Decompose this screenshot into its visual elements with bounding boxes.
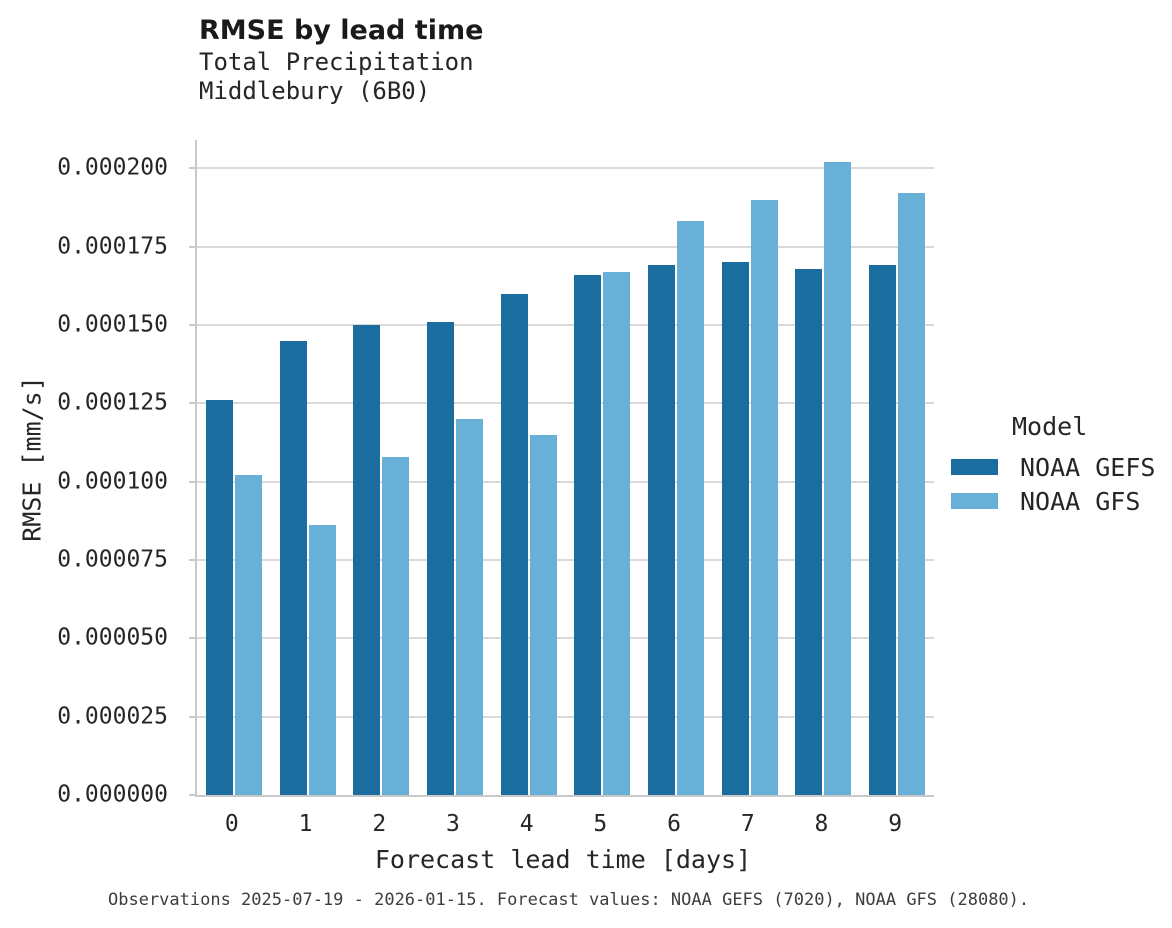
chart-subtitle-variable: Total Precipitation [199, 48, 474, 76]
y-tick-mark [189, 167, 195, 170]
y-tick-label: 0.000075 [57, 546, 168, 573]
x-tick-label-3: 3 [446, 811, 460, 837]
title-block: RMSE by lead time Total Precipitation Mi… [199, 14, 483, 106]
bar-gfs-lead-3 [455, 418, 483, 795]
bar-gefs-lead-6 [648, 265, 676, 795]
legend: Model NOAA GEFS NOAA GFS [951, 412, 1155, 518]
gefs-color-swatch [951, 459, 998, 475]
bar-gfs-lead-2 [382, 456, 410, 795]
y-tick-mark [189, 794, 195, 796]
bar-gfs-lead-9 [898, 193, 926, 795]
bar-gefs-lead-1 [279, 340, 307, 795]
x-tick-label-2: 2 [372, 811, 387, 837]
y-tick-mark [189, 402, 195, 405]
plot-area [195, 140, 934, 797]
x-tick-label-6: 6 [667, 811, 681, 837]
gridline [197, 637, 934, 640]
y-tick-mark [189, 245, 195, 248]
bar-gefs-lead-2 [353, 324, 381, 795]
y-tick-label: 0.000175 [57, 233, 168, 260]
y-tick-mark [189, 558, 195, 561]
gridline [197, 245, 934, 248]
bar-gefs-lead-0 [205, 400, 233, 795]
bar-gefs-lead-7 [721, 262, 749, 795]
x-tick-label-8: 8 [814, 811, 829, 837]
bar-gefs-lead-3 [426, 321, 454, 795]
y-tick-label: 0.000050 [57, 624, 168, 651]
x-tick-label-4: 4 [519, 811, 534, 837]
bar-gfs-lead-4 [529, 434, 557, 795]
x-axis-title: Forecast lead time [days] [374, 845, 752, 874]
bar-gefs-lead-8 [795, 268, 823, 795]
gridline [197, 715, 934, 718]
bar-gfs-lead-1 [308, 525, 336, 795]
bar-gfs-lead-7 [750, 199, 778, 795]
y-tick-label: 0.000000 [57, 781, 168, 808]
chart-title: RMSE by lead time [199, 15, 484, 46]
y-tick-label: 0.000125 [57, 389, 168, 416]
y-tick-mark [189, 323, 195, 326]
x-tick-label-5: 5 [593, 811, 608, 837]
y-tick-mark [189, 637, 195, 640]
caption: Observations 2025-07-19 - 2026-01-15. Fo… [108, 890, 1030, 910]
chart-subtitle-station: Middlebury (6B0) [199, 77, 431, 105]
y-tick-label: 0.000150 [57, 311, 168, 338]
gridline [197, 480, 934, 483]
x-tick-label-7: 7 [740, 811, 755, 837]
y-tick-label: 0.000025 [57, 703, 168, 730]
bar-gfs-lead-0 [234, 475, 262, 795]
y-tick-mark [189, 480, 195, 483]
gridline [197, 323, 934, 326]
y-tick-label: 0.000100 [57, 468, 168, 495]
gridline [197, 402, 934, 405]
gridline [197, 558, 934, 561]
legend-label-gefs: NOAA GEFS [1020, 452, 1156, 482]
gfs-color-swatch [951, 493, 998, 509]
x-tick-label-1: 1 [298, 811, 313, 837]
legend-entry-gfs: NOAA GFS [951, 484, 1155, 518]
gridline [197, 167, 934, 170]
legend-label-gfs: NOAA GFS [1020, 486, 1141, 516]
y-tick-label: 0.000200 [57, 154, 168, 181]
legend-title: Model [1012, 412, 1088, 441]
bar-gfs-lead-8 [824, 161, 852, 795]
x-tick-label-9: 9 [888, 811, 903, 837]
bar-gefs-lead-5 [574, 274, 602, 795]
bar-gefs-lead-4 [500, 293, 528, 795]
bar-gfs-lead-5 [603, 271, 631, 795]
y-tick-mark [189, 715, 195, 718]
legend-entry-gefs: NOAA GEFS [951, 450, 1155, 484]
x-tick-label-0: 0 [224, 811, 239, 837]
bar-gfs-lead-6 [677, 221, 705, 795]
bar-gefs-lead-9 [869, 265, 897, 795]
